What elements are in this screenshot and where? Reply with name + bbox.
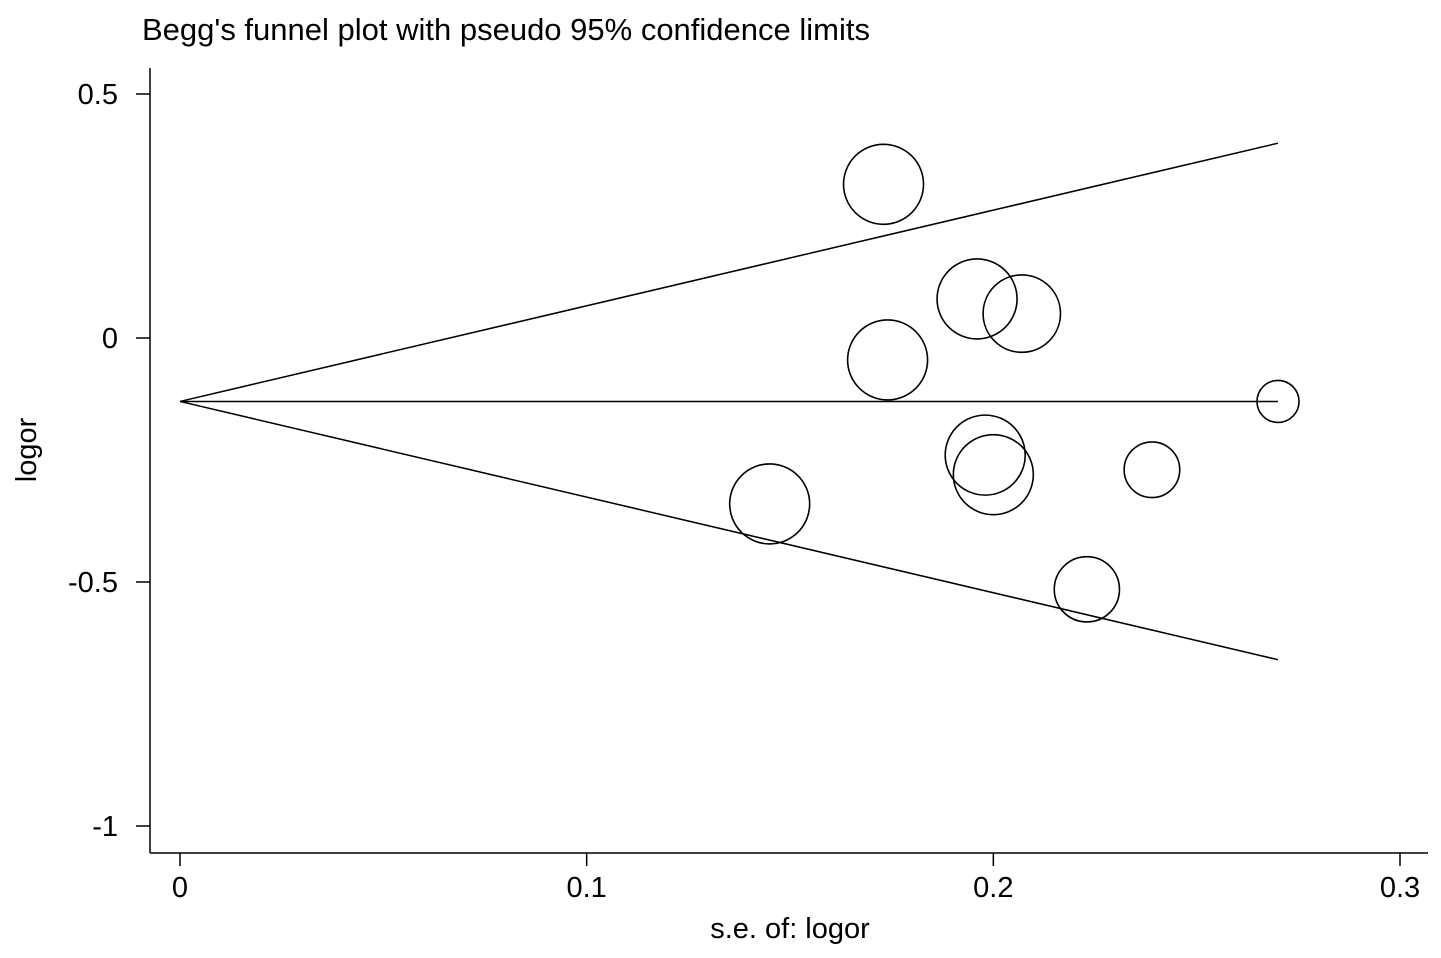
study-marker	[982, 274, 1062, 354]
study-marker	[1123, 441, 1181, 499]
study-points	[728, 143, 1300, 623]
study-marker	[728, 463, 811, 545]
y-tick-label: 0.5	[78, 79, 118, 111]
study-marker	[1256, 379, 1300, 424]
y-tick-label: -0.5	[68, 567, 118, 599]
x-tick-label: 0	[172, 872, 188, 904]
study-marker	[842, 143, 925, 226]
y-tick-label: -1	[92, 811, 118, 843]
x-axis-ticks: 0 0.1 0.2 0.3	[172, 853, 1420, 904]
study-marker	[952, 433, 1035, 516]
upper-confidence-limit	[179, 142, 1279, 403]
x-tick-label: 0.1	[567, 872, 607, 904]
x-tick-label: 0.2	[973, 872, 1013, 904]
lower-confidence-limit	[179, 400, 1279, 661]
study-marker	[1053, 555, 1121, 623]
x-axis-title: s.e. of: logor	[710, 913, 870, 945]
x-tick-label: 0.3	[1380, 872, 1420, 904]
pseudo-confidence-limits	[179, 142, 1279, 661]
study-marker	[846, 319, 929, 401]
chart-title: Begg's funnel plot with pseudo 95% confi…	[142, 12, 870, 47]
y-axis-title: logor	[11, 417, 43, 482]
y-axis-ticks: 0.5 0 -0.5 -1	[68, 79, 150, 843]
y-tick-label: 0	[102, 323, 118, 355]
study-marker	[936, 258, 1018, 340]
study-marker	[944, 414, 1027, 496]
